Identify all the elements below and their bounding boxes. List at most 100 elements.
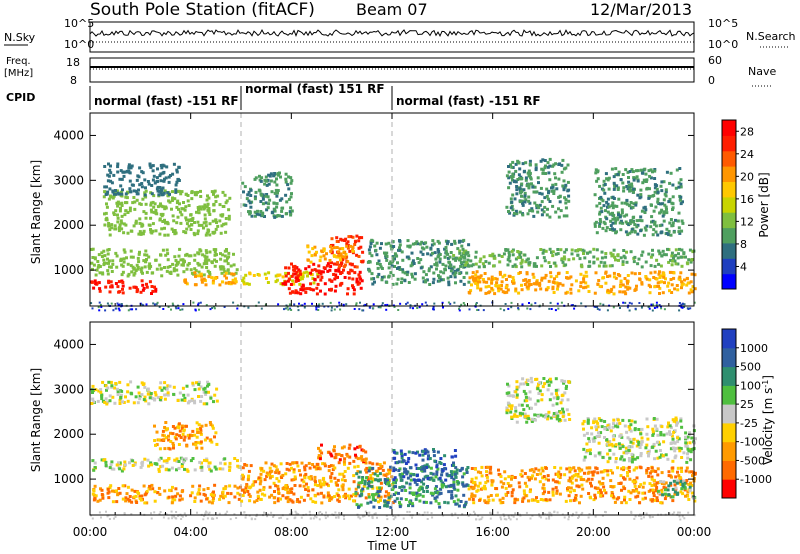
- data-cell: [655, 427, 659, 431]
- data-cell: [505, 174, 509, 178]
- data-cell: [166, 191, 170, 195]
- data-cell: [509, 410, 513, 414]
- data-cell: [549, 271, 553, 275]
- data-cell: [423, 464, 427, 468]
- data-cell: [623, 214, 627, 218]
- data-cell: [551, 204, 555, 208]
- data-cell: [650, 477, 654, 481]
- data-cell: [518, 485, 522, 489]
- data-cell: [118, 290, 122, 294]
- data-cell: [190, 197, 194, 201]
- data-cell: [348, 262, 352, 266]
- data-cell: [690, 290, 694, 294]
- data-cell: [359, 503, 363, 507]
- data-cell: [458, 249, 462, 253]
- data-cell: [637, 257, 641, 261]
- data-cell: [162, 438, 166, 442]
- data-cell: [677, 211, 681, 215]
- data-cell: [446, 501, 450, 505]
- data-cell: [465, 261, 469, 265]
- data-cell: [422, 247, 426, 251]
- data-cell: [387, 484, 391, 488]
- data-cell: [223, 254, 227, 258]
- data-cell: [668, 221, 672, 225]
- data-cell: [228, 196, 232, 200]
- data-cell: [108, 486, 112, 490]
- data-cell: [296, 291, 300, 295]
- data-cell: [552, 396, 556, 400]
- data-cell: [131, 308, 134, 311]
- data-cell: [318, 457, 322, 461]
- data-cell: [252, 274, 256, 277]
- data-cell: [398, 239, 402, 243]
- data-cell: [153, 285, 156, 289]
- data-cell: [380, 267, 384, 270]
- data-cell: [619, 228, 623, 232]
- data-cell: [685, 466, 689, 470]
- data-cell: [640, 219, 644, 223]
- data-cell: [378, 246, 382, 250]
- data-cell: [503, 291, 507, 295]
- data-cell: [386, 482, 389, 486]
- data-cell: [397, 460, 401, 464]
- data-cell: [160, 227, 164, 231]
- data-cell: [626, 436, 630, 440]
- data-cell: [459, 279, 463, 283]
- data-cell: [646, 437, 650, 441]
- data-cell: [173, 426, 177, 430]
- data-cell: [638, 272, 642, 275]
- data-cell: [495, 281, 499, 285]
- data-cell: [418, 306, 421, 309]
- data-cell: [612, 422, 615, 426]
- data-cell: [176, 273, 180, 277]
- data-cell: [154, 209, 158, 212]
- data-cell: [422, 482, 426, 486]
- data-cell: [369, 242, 373, 245]
- data-cell: [408, 486, 412, 490]
- data-cell: [524, 494, 528, 498]
- data-cell: [147, 402, 151, 406]
- data-cell: [447, 490, 451, 494]
- data-cell: [172, 269, 176, 273]
- data-cell: [201, 205, 205, 209]
- data-cell: [116, 302, 119, 305]
- data-cell: [111, 259, 115, 263]
- data-cell: [534, 282, 538, 286]
- data-cell: [112, 213, 116, 216]
- data-cell: [669, 258, 673, 262]
- data-cell: [435, 261, 438, 265]
- data-cell: [557, 207, 560, 211]
- data-cell: [595, 428, 599, 432]
- data-cell: [213, 264, 217, 268]
- data-cell: [550, 186, 553, 190]
- data-cell: [364, 450, 368, 454]
- data-cell: [471, 498, 475, 501]
- data-cell: [361, 250, 365, 254]
- data-cell: [610, 204, 614, 208]
- data-cell: [437, 241, 441, 245]
- data-cell: [620, 211, 624, 214]
- data-cell: [660, 180, 664, 184]
- data-cell: [161, 429, 165, 433]
- data-cell: [632, 260, 636, 264]
- data-cell: [527, 478, 531, 482]
- data-cell: [140, 182, 144, 185]
- data-cell: [563, 250, 567, 254]
- data-cell: [593, 224, 597, 228]
- data-cell: [533, 413, 537, 417]
- data-cell: [495, 487, 499, 491]
- data-cell: [274, 465, 278, 469]
- data-cell: [539, 186, 543, 190]
- data-cell: [521, 213, 525, 217]
- data-cell: [546, 161, 550, 165]
- data-cell: [663, 281, 666, 285]
- data-cell: [391, 501, 395, 505]
- data-cell: [340, 261, 343, 265]
- data-cell: [533, 418, 537, 422]
- data-cell: [435, 267, 438, 271]
- data-cell: [572, 498, 576, 502]
- data-cell: [104, 285, 108, 289]
- data-cell: [662, 275, 666, 279]
- data-cell: [646, 467, 650, 470]
- data-cell: [662, 180, 666, 184]
